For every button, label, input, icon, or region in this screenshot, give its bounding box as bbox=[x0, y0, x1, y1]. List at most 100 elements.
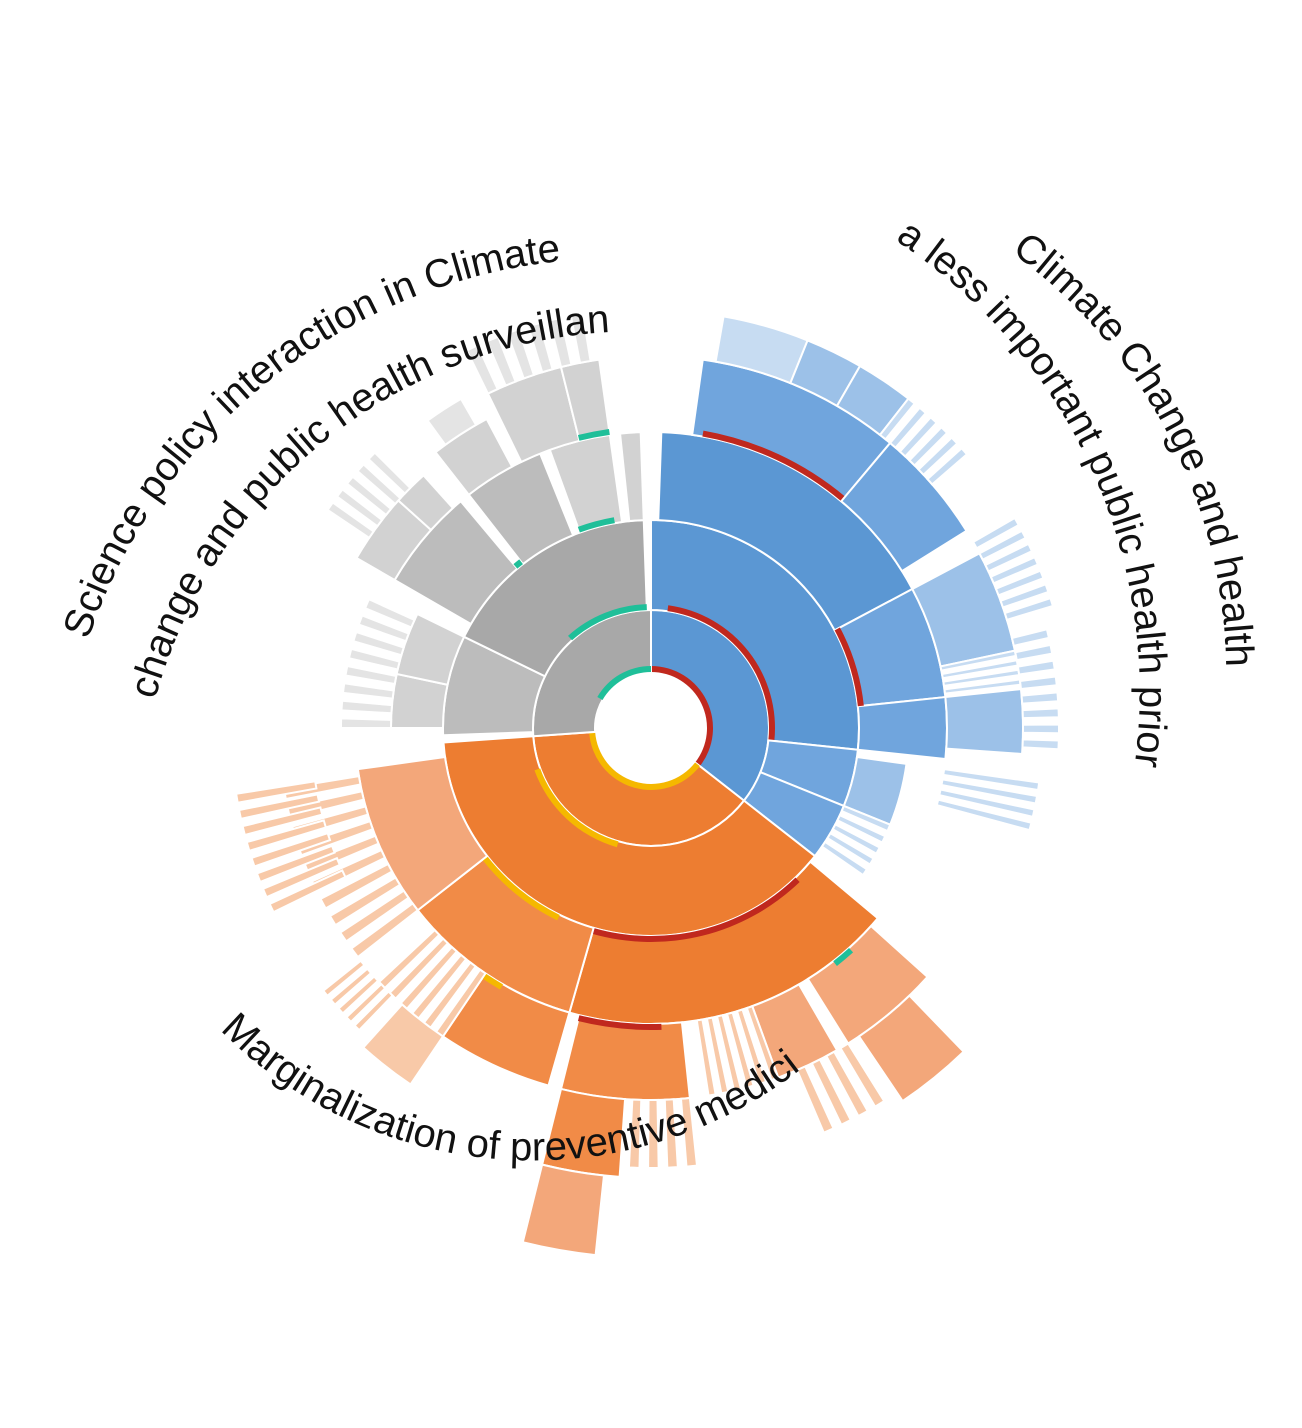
orange-accent-ring1-54 bbox=[589, 731, 700, 790]
orange-sector-ring5-91 bbox=[857, 994, 966, 1103]
orange-accent-ring2-56 bbox=[534, 768, 619, 848]
orange-sliver-81 bbox=[349, 902, 420, 959]
blue-sliver-48 bbox=[1021, 738, 1060, 751]
gray-sector-ring4-141 bbox=[559, 358, 611, 443]
blue-sliver-41 bbox=[1010, 628, 1051, 648]
blue-sliver-51 bbox=[938, 788, 1036, 819]
blue-sliver-11 bbox=[840, 804, 892, 833]
blue-sliver-14 bbox=[826, 831, 875, 866]
gray-accent-ring3-127 bbox=[513, 559, 523, 569]
gray-sector-ring3-126 bbox=[618, 431, 645, 523]
gray-sliver-129 bbox=[339, 717, 393, 729]
orange-sliver-106 bbox=[329, 967, 373, 1007]
orange-sliver-103 bbox=[353, 990, 395, 1032]
orange-sliver-113 bbox=[241, 806, 324, 837]
orange-accent-ring4-72 bbox=[577, 1015, 662, 1030]
orange-sector-ring6-101 bbox=[521, 1163, 606, 1257]
orange-sliver-79 bbox=[388, 937, 450, 1000]
orange-sliver-100 bbox=[627, 1098, 643, 1169]
blue-sliver-46 bbox=[1021, 707, 1060, 720]
orange-accent-ring3-58 bbox=[592, 877, 800, 942]
blue-sliver-49 bbox=[942, 768, 1041, 792]
orange-accent-ring4-63 bbox=[833, 947, 854, 966]
orange-sliver-66 bbox=[735, 1008, 768, 1086]
blue-accent-ring2-3 bbox=[667, 605, 776, 741]
gray-accent-ring2-120 bbox=[568, 604, 647, 641]
orange-sliver-110 bbox=[255, 844, 336, 884]
gray-sliver-133 bbox=[347, 647, 401, 671]
orange-sliver-87 bbox=[296, 819, 375, 857]
orange-sliver-105 bbox=[337, 975, 380, 1015]
gray-sliver-146 bbox=[356, 463, 402, 506]
blue-sector-ring4-20 bbox=[944, 688, 1024, 756]
orange-sliver-109 bbox=[261, 856, 342, 899]
gray-accent-ring4-142 bbox=[577, 428, 610, 441]
blue-sliver-38 bbox=[994, 569, 1045, 597]
blue-sector-ring3-8 bbox=[856, 695, 948, 761]
orange-sliver-67 bbox=[725, 1011, 755, 1089]
blue-sliver-36 bbox=[984, 542, 1034, 573]
orange-sliver-108 bbox=[268, 869, 347, 914]
gray-sliver-135 bbox=[357, 614, 411, 643]
blue-sliver-29 bbox=[888, 406, 928, 450]
blue-sliver-47 bbox=[1021, 723, 1060, 735]
blue-sliver-31 bbox=[907, 425, 949, 467]
orange-sliver-99 bbox=[647, 1098, 660, 1169]
blue-accent-ring3-9 bbox=[834, 627, 864, 707]
gray-sliver-153 bbox=[569, 312, 592, 365]
orange-sector-ring5-102 bbox=[361, 1003, 445, 1086]
orange-sliver-82 bbox=[338, 889, 410, 943]
orange-sliver-83 bbox=[328, 876, 402, 927]
gray-sliver-130 bbox=[340, 699, 394, 715]
blue-sliver-33 bbox=[926, 446, 969, 486]
orange-sliver-84 bbox=[319, 862, 394, 910]
orange-sliver-68 bbox=[715, 1013, 743, 1092]
gray-sliver-136 bbox=[363, 597, 416, 629]
blue-accent-ring4-17 bbox=[702, 430, 846, 502]
orange-accent-ring4-74 bbox=[482, 973, 503, 990]
blue-sliver-39 bbox=[999, 583, 1050, 609]
blue-sliver-37 bbox=[989, 555, 1040, 585]
blue-sliver-28 bbox=[878, 397, 917, 441]
blue-sliver-44 bbox=[1018, 675, 1058, 691]
gray-sliver-149 bbox=[485, 335, 517, 387]
gray-sliver-152 bbox=[548, 316, 573, 369]
gray-sliver-145 bbox=[345, 475, 393, 517]
blue-sliver-43 bbox=[1016, 659, 1056, 676]
orange-accent-ring3-60 bbox=[482, 856, 560, 921]
gray-sliver-144 bbox=[335, 487, 384, 528]
blue-accent-ring1-1 bbox=[651, 666, 713, 767]
gray-sliver-148 bbox=[465, 344, 499, 395]
orange-sliver-94 bbox=[810, 1058, 853, 1127]
orange-sliver-93 bbox=[825, 1050, 870, 1118]
blue-sector-ring4-18 bbox=[839, 441, 968, 573]
blue-sliver-12 bbox=[836, 813, 887, 844]
orange-sliver-107 bbox=[321, 959, 366, 998]
sunburst-sectors bbox=[235, 312, 1060, 1257]
blue-sliver-40 bbox=[1003, 596, 1055, 622]
orange-sliver-97 bbox=[679, 1096, 699, 1168]
gray-sliver-134 bbox=[352, 630, 406, 657]
orange-sliver-115 bbox=[235, 780, 318, 804]
blue-sliver-30 bbox=[898, 415, 939, 458]
orange-sliver-70 bbox=[695, 1018, 717, 1097]
orange-sliver-65 bbox=[745, 1004, 780, 1082]
gray-sliver-132 bbox=[344, 664, 398, 686]
blue-sliver-42 bbox=[1014, 643, 1054, 662]
orange-sliver-111 bbox=[250, 831, 332, 868]
blue-sliver-52 bbox=[935, 798, 1033, 832]
orange-sliver-114 bbox=[237, 793, 321, 821]
blue-sliver-15 bbox=[820, 840, 869, 877]
gray-sliver-150 bbox=[506, 328, 536, 380]
orange-sliver-69 bbox=[705, 1016, 730, 1095]
gray-sliver-131 bbox=[341, 682, 395, 700]
blue-sliver-34 bbox=[971, 516, 1021, 550]
blue-sliver-22 bbox=[940, 659, 1019, 680]
orange-sliver-92 bbox=[839, 1042, 886, 1109]
gray-accent-ring3-128 bbox=[577, 517, 615, 533]
orange-sliver-95 bbox=[795, 1065, 835, 1134]
orange-sliver-112 bbox=[245, 819, 328, 853]
gray-sliver-143 bbox=[326, 501, 375, 540]
orange-sliver-104 bbox=[345, 982, 387, 1024]
